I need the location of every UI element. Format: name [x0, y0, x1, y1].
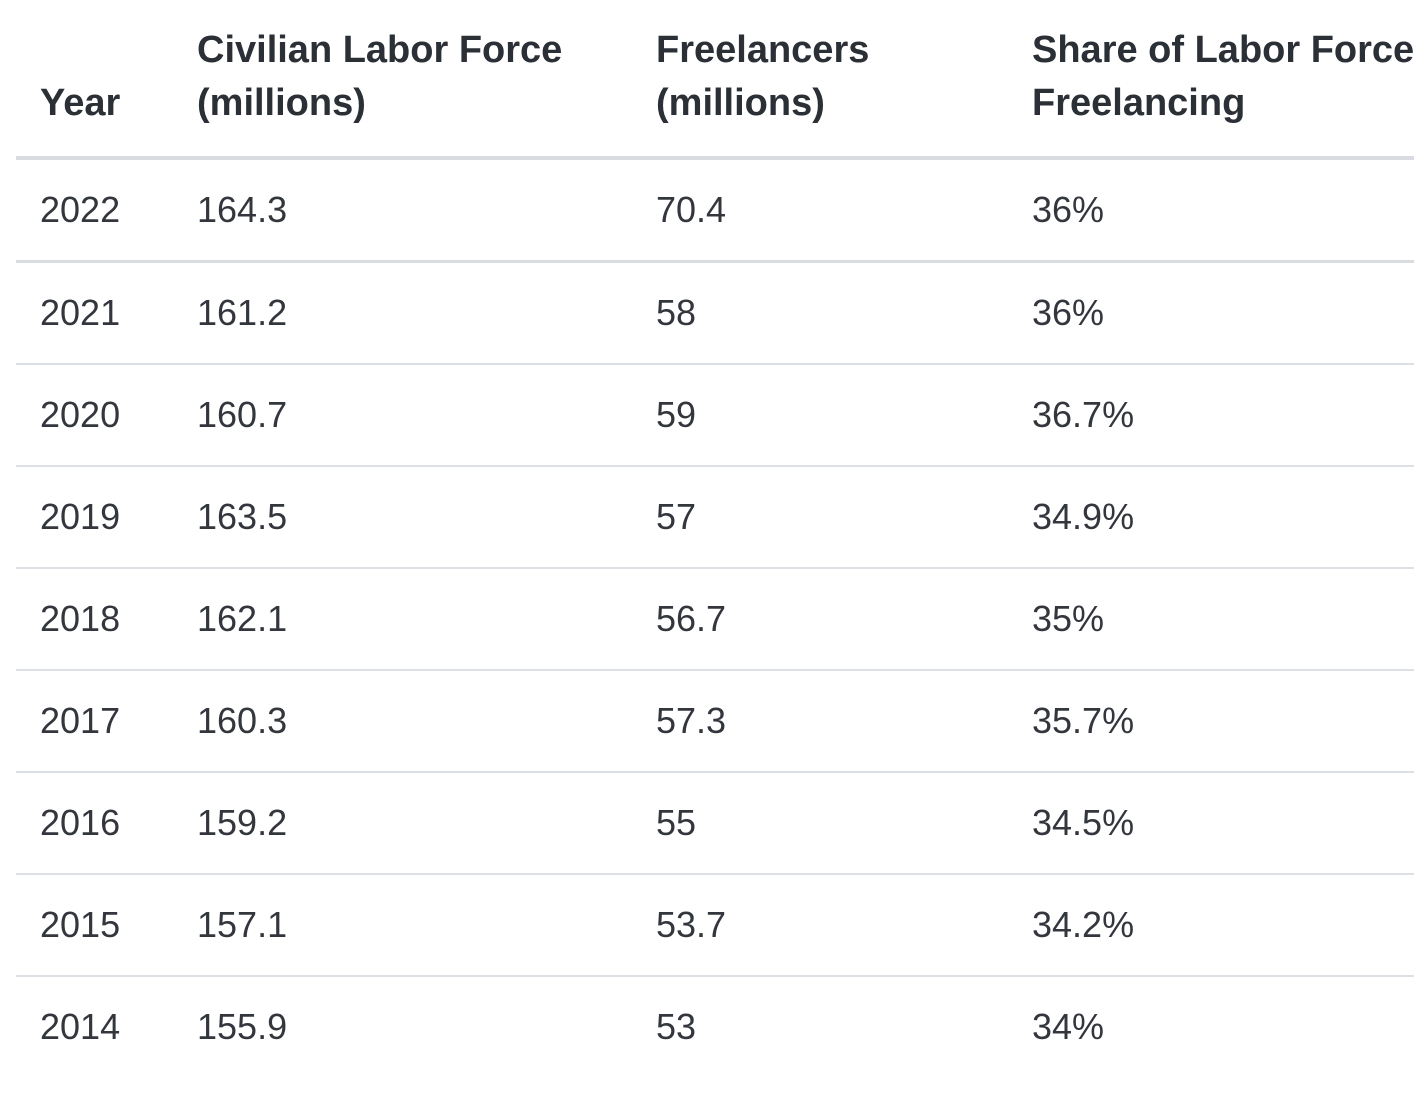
value-cell: 53.7 — [656, 874, 1032, 977]
value-cell: 59 — [656, 364, 1032, 467]
column-header-0: Year — [16, 0, 197, 160]
value-cell: 57.3 — [656, 670, 1032, 773]
table-row: 2015 157.1 53.7 34.2% — [16, 874, 1414, 977]
table-header: Year Civilian Labor Force (millions) Freel… — [16, 0, 1414, 160]
value-cell: 58 — [656, 261, 1032, 365]
value-cell: 36% — [1032, 158, 1414, 263]
year-cell: 2015 — [16, 874, 197, 977]
value-cell: 160.7 — [197, 364, 656, 467]
year-cell: 2019 — [16, 466, 197, 569]
year-cell: 2017 — [16, 670, 197, 773]
table-row: 2021 161.2 58 36% — [16, 261, 1414, 365]
year-cell: 2021 — [16, 261, 197, 365]
value-cell: 57 — [656, 466, 1032, 569]
value-cell: 34.5% — [1032, 772, 1414, 875]
value-cell: 155.9 — [197, 1006, 288, 1047]
value-cell: 35.7% — [1032, 670, 1414, 773]
year-cell: 2022 — [16, 158, 197, 263]
table-body: 2022 164.3 70.4 36% 2021 161.2 58 36% 2020 160.7 5… — [16, 158, 1414, 1077]
table-row: 2018 162.1 56.7 35% — [16, 568, 1414, 671]
year-cell: 2016 — [16, 772, 197, 875]
value-cell: 162.1 — [197, 568, 656, 671]
table-row: 2017 160.3 57.3 35.7% — [16, 670, 1414, 773]
value-cell: 56.7 — [656, 568, 1032, 671]
column-header-2: Freelancers (millions) — [656, 0, 1032, 160]
year-cell: 2018 — [16, 568, 197, 671]
table-row: 2019 163.5 57 34.9% — [16, 466, 1414, 569]
column-header-1: Civilian Labor Force (millions) — [197, 0, 656, 160]
freelancing-stats-table: Year Civilian Labor Force (millions) Freel… — [16, 0, 1414, 1077]
value-cell: 35% — [1032, 568, 1414, 671]
value-cell: 55 — [656, 772, 1032, 875]
table-row: 2022 164.3 70.4 36% — [16, 158, 1414, 263]
value-cell: 36% — [1032, 261, 1414, 365]
value-cell: 164.3 — [197, 158, 656, 263]
value-cell: 163.5 — [197, 466, 656, 569]
value-cell: 34% — [1032, 1006, 1105, 1047]
year-cell: 2020 — [16, 364, 197, 467]
table-row: 2020 160.7 59 36.7% — [16, 364, 1414, 467]
value-cell: 70.4 — [656, 158, 1032, 263]
table-row: 2014 155.9 53 34% — [16, 976, 1414, 1077]
value-cell: 159.2 — [197, 772, 656, 875]
value-cell: 34.2% — [1032, 874, 1414, 977]
value-cell: 160.3 — [197, 670, 656, 773]
value-cell: 161.2 — [197, 261, 656, 365]
value-cell: 53 — [656, 1006, 697, 1047]
column-header-3: Share of Labor Force Freelancing — [1032, 0, 1414, 160]
table-row: 2016 159.2 55 34.5% — [16, 772, 1414, 875]
value-cell: 157.1 — [197, 874, 656, 977]
value-cell: 34.9% — [1032, 466, 1414, 569]
year-cell: 2014 — [40, 1006, 121, 1047]
header-row: Year Civilian Labor Force (millions) Freel… — [16, 0, 1414, 160]
value-cell: 36.7% — [1032, 364, 1414, 467]
